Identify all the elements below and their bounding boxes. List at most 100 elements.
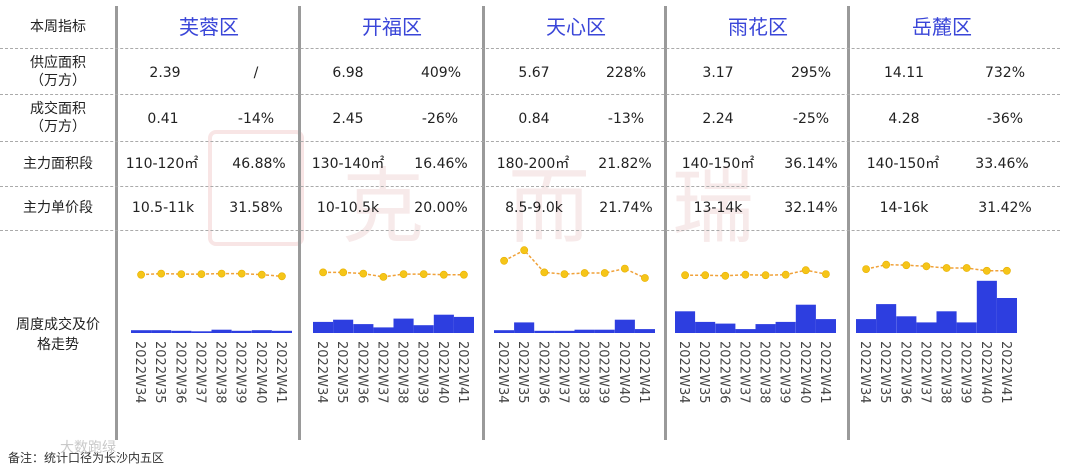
main-price-segment: 10-10.5k	[316, 200, 380, 216]
price-point	[157, 269, 166, 278]
supply-value: 14.11	[883, 65, 925, 81]
supply-value: 5.67	[518, 65, 550, 81]
deal-bar	[996, 298, 1017, 333]
deal-bar	[393, 318, 414, 333]
price-point	[177, 270, 186, 278]
column-separator	[664, 6, 667, 440]
price-point	[862, 265, 870, 273]
row-label-trend: 周度成交及价	[16, 317, 100, 333]
row-label-supply: 供应面积	[30, 55, 86, 71]
week-tick-label: 2022W40	[253, 341, 268, 403]
week-tick-label: 2022W37	[917, 341, 932, 403]
price-point	[359, 269, 368, 278]
week-tick-label: 2022W38	[938, 341, 953, 403]
price-point	[560, 270, 569, 278]
price-point	[761, 271, 770, 280]
deal-change: -26%	[421, 111, 459, 127]
week-tick-label: 2022W36	[897, 341, 912, 403]
deal-bar	[373, 327, 394, 333]
week-tick-label: 2022W35	[334, 341, 349, 403]
main-area-percent: 21.82%	[598, 156, 652, 172]
price-line	[865, 263, 1007, 272]
deal-bar	[251, 330, 272, 333]
row-divider	[0, 186, 1060, 187]
price-point	[500, 256, 508, 265]
supply-change: 409%	[420, 65, 462, 81]
week-tick-label: 2022W37	[192, 341, 207, 403]
week-tick-label: 2022W39	[958, 341, 973, 403]
main-price-segment: 8.5-9.0k	[505, 200, 563, 216]
price-point	[620, 264, 629, 273]
district-title: 芙蓉区	[179, 15, 239, 39]
row-divider	[0, 48, 1060, 49]
row-label-supply-unit: （万方）	[30, 73, 86, 89]
week-tick-label: 2022W41	[998, 341, 1013, 403]
column-separator	[115, 6, 118, 440]
row-label-deal-unit: （万方）	[30, 119, 86, 135]
week-tick-label: 2022W38	[213, 341, 228, 403]
main-price-segment: 13-14k	[693, 200, 743, 216]
price-line	[503, 249, 646, 279]
week-tick-label: 2022W39	[596, 341, 611, 403]
deal-change: -13%	[607, 111, 645, 127]
week-tick-label: 2022W34	[132, 341, 147, 403]
deal-bar	[494, 330, 515, 333]
deal-change: -14%	[237, 111, 275, 127]
header-label: 本周指标	[30, 19, 86, 35]
watermark-char: 克	[342, 160, 425, 255]
main-price-percent: 31.58%	[229, 200, 283, 216]
deal-value: 0.41	[147, 111, 179, 127]
week-tick-label: 2022W36	[172, 341, 187, 403]
price-point	[922, 262, 931, 271]
main-price-segment: 10.5-11k	[131, 200, 195, 216]
row-label-trend-2: 格走势	[37, 337, 79, 353]
week-tick-label: 2022W36	[716, 341, 731, 403]
supply-value: 2.39	[149, 65, 181, 81]
price-point	[641, 274, 649, 282]
main-price-percent: 21.74%	[599, 200, 653, 216]
main-area-percent: 36.14%	[784, 156, 838, 172]
week-tick-label: 2022W35	[877, 341, 892, 403]
watermark-char: 而	[508, 160, 591, 255]
supply-value: 3.17	[702, 65, 734, 81]
row-divider	[0, 141, 1060, 142]
deal-bar	[956, 322, 977, 333]
week-tick-label: 2022W40	[797, 341, 812, 403]
deal-bar	[795, 304, 816, 333]
week-tick-label: 2022W35	[152, 341, 167, 403]
main-area-segment: 180-200㎡	[496, 156, 570, 172]
price-point	[339, 268, 348, 277]
deal-value: 0.84	[518, 111, 550, 127]
deal-bar	[815, 319, 836, 333]
week-tick-label: 2022W35	[515, 341, 530, 403]
price-point	[982, 266, 991, 275]
deal-bar	[534, 330, 555, 333]
main-price-percent: 31.42%	[978, 200, 1032, 216]
week-tick-label: 2022W38	[576, 341, 591, 403]
deal-bar	[171, 330, 192, 333]
deal-bar	[675, 311, 696, 333]
deal-bar	[695, 321, 716, 333]
supply-change: 228%	[605, 65, 647, 81]
row-divider	[0, 230, 1060, 231]
deal-value: 4.28	[888, 111, 920, 127]
price-point	[459, 270, 468, 279]
deal-bar	[313, 321, 334, 333]
district-title: 天心区	[546, 15, 606, 39]
week-tick-label: 2022W37	[374, 341, 389, 403]
column-separator	[847, 6, 850, 440]
deal-bar	[976, 280, 997, 333]
supply-change: 732%	[984, 65, 1026, 81]
supply-value: 6.98	[332, 65, 364, 81]
week-tick-label: 2022W37	[555, 341, 570, 403]
deal-bar	[634, 329, 655, 333]
price-point	[540, 268, 549, 277]
week-tick-label: 2022W41	[273, 341, 288, 403]
deal-bar	[131, 330, 152, 333]
deal-bar	[594, 329, 615, 333]
week-tick-label: 2022W35	[696, 341, 711, 403]
deal-value: 2.24	[702, 111, 734, 127]
deal-bar	[876, 304, 897, 333]
